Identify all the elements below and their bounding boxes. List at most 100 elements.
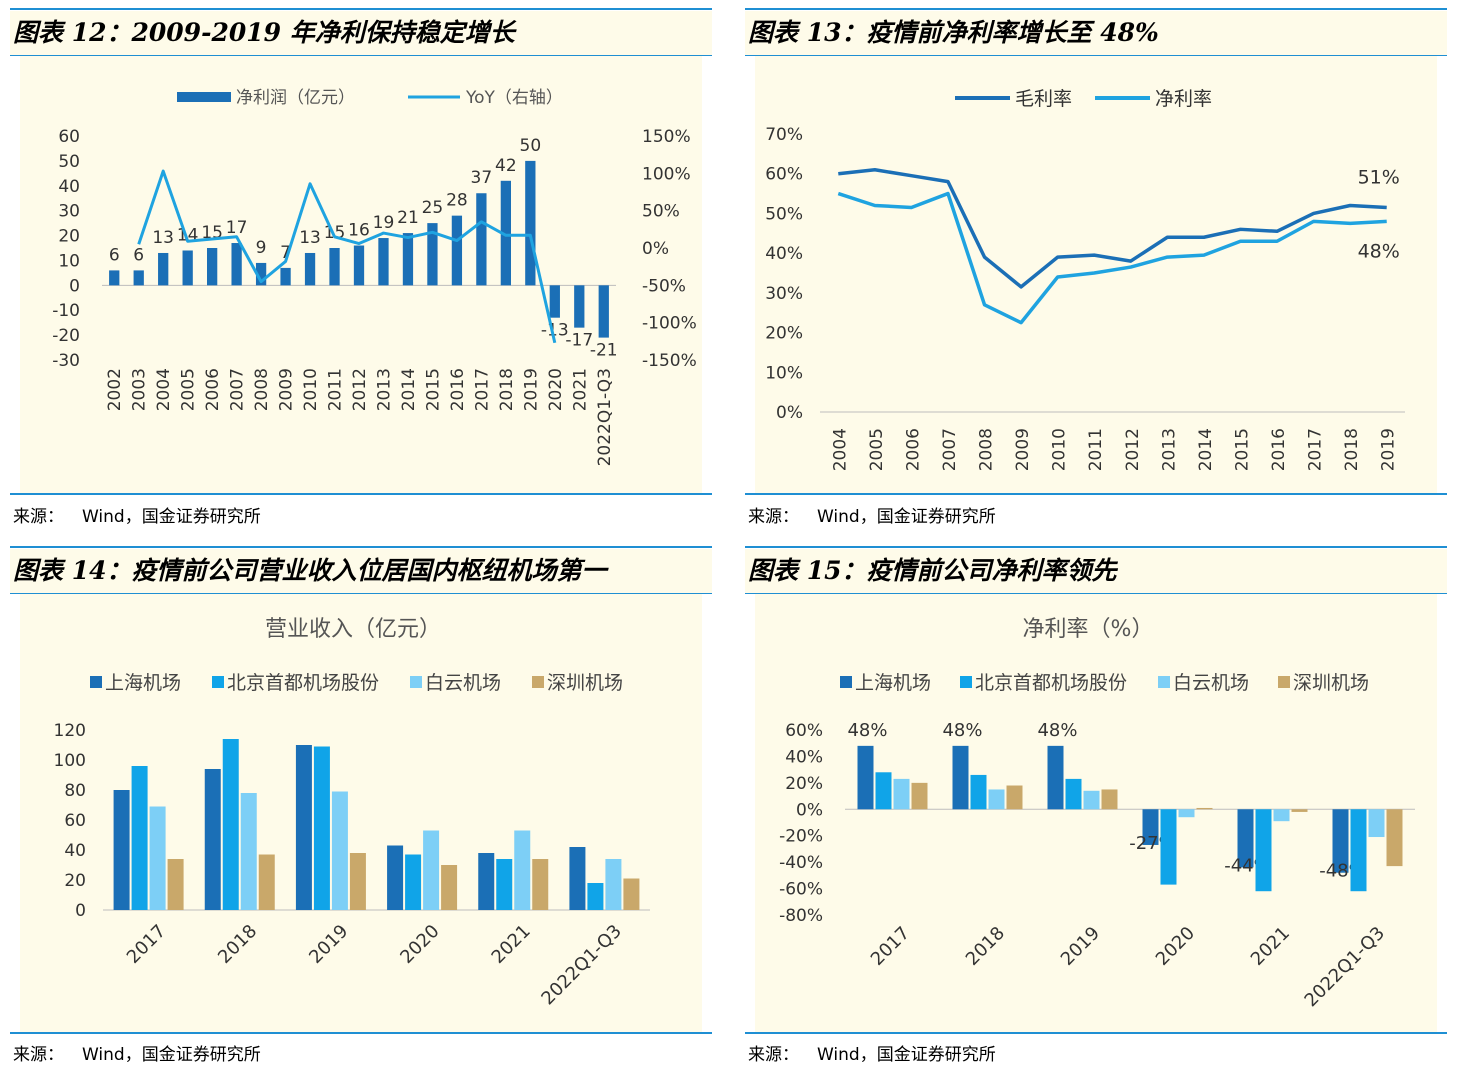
bar [988,789,1005,810]
bar-net-profit [109,270,120,286]
source-text: Wind，国金证券研究所 [82,1045,261,1065]
panel-net-margin-compare: 图表 15：疫情前公司净利率领先 净利率（%） 上海机场 北京首都机场股份 白云机场 深… [745,546,1447,1076]
x-tick-label: 2019 [1057,923,1104,970]
data-label: 48% [1037,720,1077,741]
bar [970,774,987,810]
y-tick-label: -10 [52,301,80,321]
bar-net-profit [427,223,438,286]
x-tick-label: 2018 [1342,428,1362,471]
legend-swatch [960,676,972,688]
panel-margin: 图表 13：疫情前净利率增长至 48% 毛利率 净利率 70% 60% 50% 40% 30… [745,8,1447,528]
panel-revenue: 图表 14：疫情前公司营业收入位居国内枢纽机场第一 营业收入（亿元） 上海机场 北京… [10,546,712,1076]
x-tick-label: 2004 [154,368,174,411]
data-label: -13 [541,321,569,341]
x-tick-label: 2016 [1269,428,1289,471]
legend-label: 北京首都机场股份 [227,672,379,694]
bar [1101,789,1118,810]
panel-title-rule [745,593,1447,594]
y-tick-label: 0% [776,403,803,423]
bar [1196,807,1213,810]
bar [496,859,513,910]
legend-swatch [1158,676,1170,688]
data-label: -21 [590,341,618,361]
data-label: 48% [847,720,887,741]
x-tick-label: 2009 [1013,428,1033,471]
bar [295,745,312,910]
bar [857,745,874,810]
data-label: 6 [133,245,144,265]
y-tick-label: 10% [765,363,803,383]
panel-title: 图表 14：疫情前公司营业收入位居国内枢纽机场第一 [10,549,712,593]
net-profit-chart: 净利润（亿元） YoY（右轴）6050403020100-10-20-30150%… [52,88,697,466]
x-tick-label: 2003 [130,368,150,411]
y-tick-label: 40% [785,747,823,767]
bar-net-profit [280,267,291,286]
x-tick-label: 2017 [1306,428,1326,471]
x-tick-label: 2014 [399,368,419,411]
data-label: 16 [348,221,370,241]
x-tick-label: 2005 [867,428,887,471]
panel-title-rule [745,55,1447,56]
source-label: 来源： [748,1045,799,1065]
x-tick-label: 2009 [277,368,297,411]
y2-tick-label: 0% [642,239,669,259]
bar-net-profit [133,270,144,286]
bar [1047,745,1064,810]
source-label: 来源： [13,1045,64,1065]
chart-title: 营业收入（亿元） [265,617,441,642]
y-tick-label: -60% [779,880,823,900]
bar [1178,809,1195,818]
bar [313,746,330,910]
data-label: 50 [520,136,542,156]
bar-net-profit [255,262,267,286]
net-margin-compare-chart: 净利率（%） 上海机场 北京首都机场股份 白云机场 深圳机场 60% 40% 20% 0% -20… [779,617,1415,1011]
bar [1237,809,1254,868]
bar [478,853,495,910]
series-line [837,191,1387,325]
data-label: 6 [109,245,120,265]
bar-net-profit [476,193,487,286]
legend-swatch [1278,676,1290,688]
bar [623,878,640,910]
bar-net-profit [304,252,316,286]
x-tick-label: 2019 [305,921,352,968]
bar [1160,809,1177,885]
x-tick-label: 2006 [903,428,923,471]
data-label: 9 [256,238,267,258]
bar-net-profit [402,233,414,286]
panel-title: 图表 15：疫情前公司净利率领先 [745,549,1447,593]
bar [1291,809,1308,812]
x-tick-label: 2002 [105,368,125,411]
legend-label: 净利率 [1155,88,1212,110]
legend-label: 北京首都机场股份 [975,672,1127,694]
y-tick-label: 60% [785,721,823,741]
y-tick-label: 20 [58,227,80,247]
data-label: 48% [942,720,982,741]
source-note: 来源： Wind，国金证券研究所 [13,1040,279,1065]
panel-top-rule [10,8,712,10]
x-tick-label: 2020 [396,921,443,968]
y-tick-label: 0 [75,901,86,921]
legend-label: 白云机场 [425,672,501,694]
x-tick-label: 2021 [488,921,535,968]
y-tick-label: 30 [58,202,80,222]
bar-net-profit [231,243,242,286]
panel-title: 图表 12：2009-2019 年净利保持稳定增长 [10,11,712,55]
x-tick-label: 2017 [472,368,492,411]
y-tick-label: 60 [58,127,80,147]
y2-tick-label: 150% [642,127,691,147]
legend-label: 毛利率 [1015,88,1072,110]
bar [1065,778,1082,810]
y-tick-label: 50% [765,204,803,224]
x-tick-label: 2021 [570,368,590,411]
bar [387,845,404,910]
bar-net-profit [500,180,511,286]
bar [1006,785,1023,810]
y-tick-label: 20% [785,774,823,794]
chart-area: 净利率（%） 上海机场 北京首都机场股份 白云机场 深圳机场 60% 40% 20% 0% -20… [755,594,1437,1032]
chart-area: 毛利率 净利率 70% 60% 50% 40% 30% 20% 10% 0% 51% 48% 2004 2… [755,56,1437,493]
x-tick-label: 2014 [1196,428,1216,471]
data-label: 28 [446,191,468,211]
y-tick-label: 50 [58,152,80,172]
x-tick-label: 2012 [350,368,370,411]
